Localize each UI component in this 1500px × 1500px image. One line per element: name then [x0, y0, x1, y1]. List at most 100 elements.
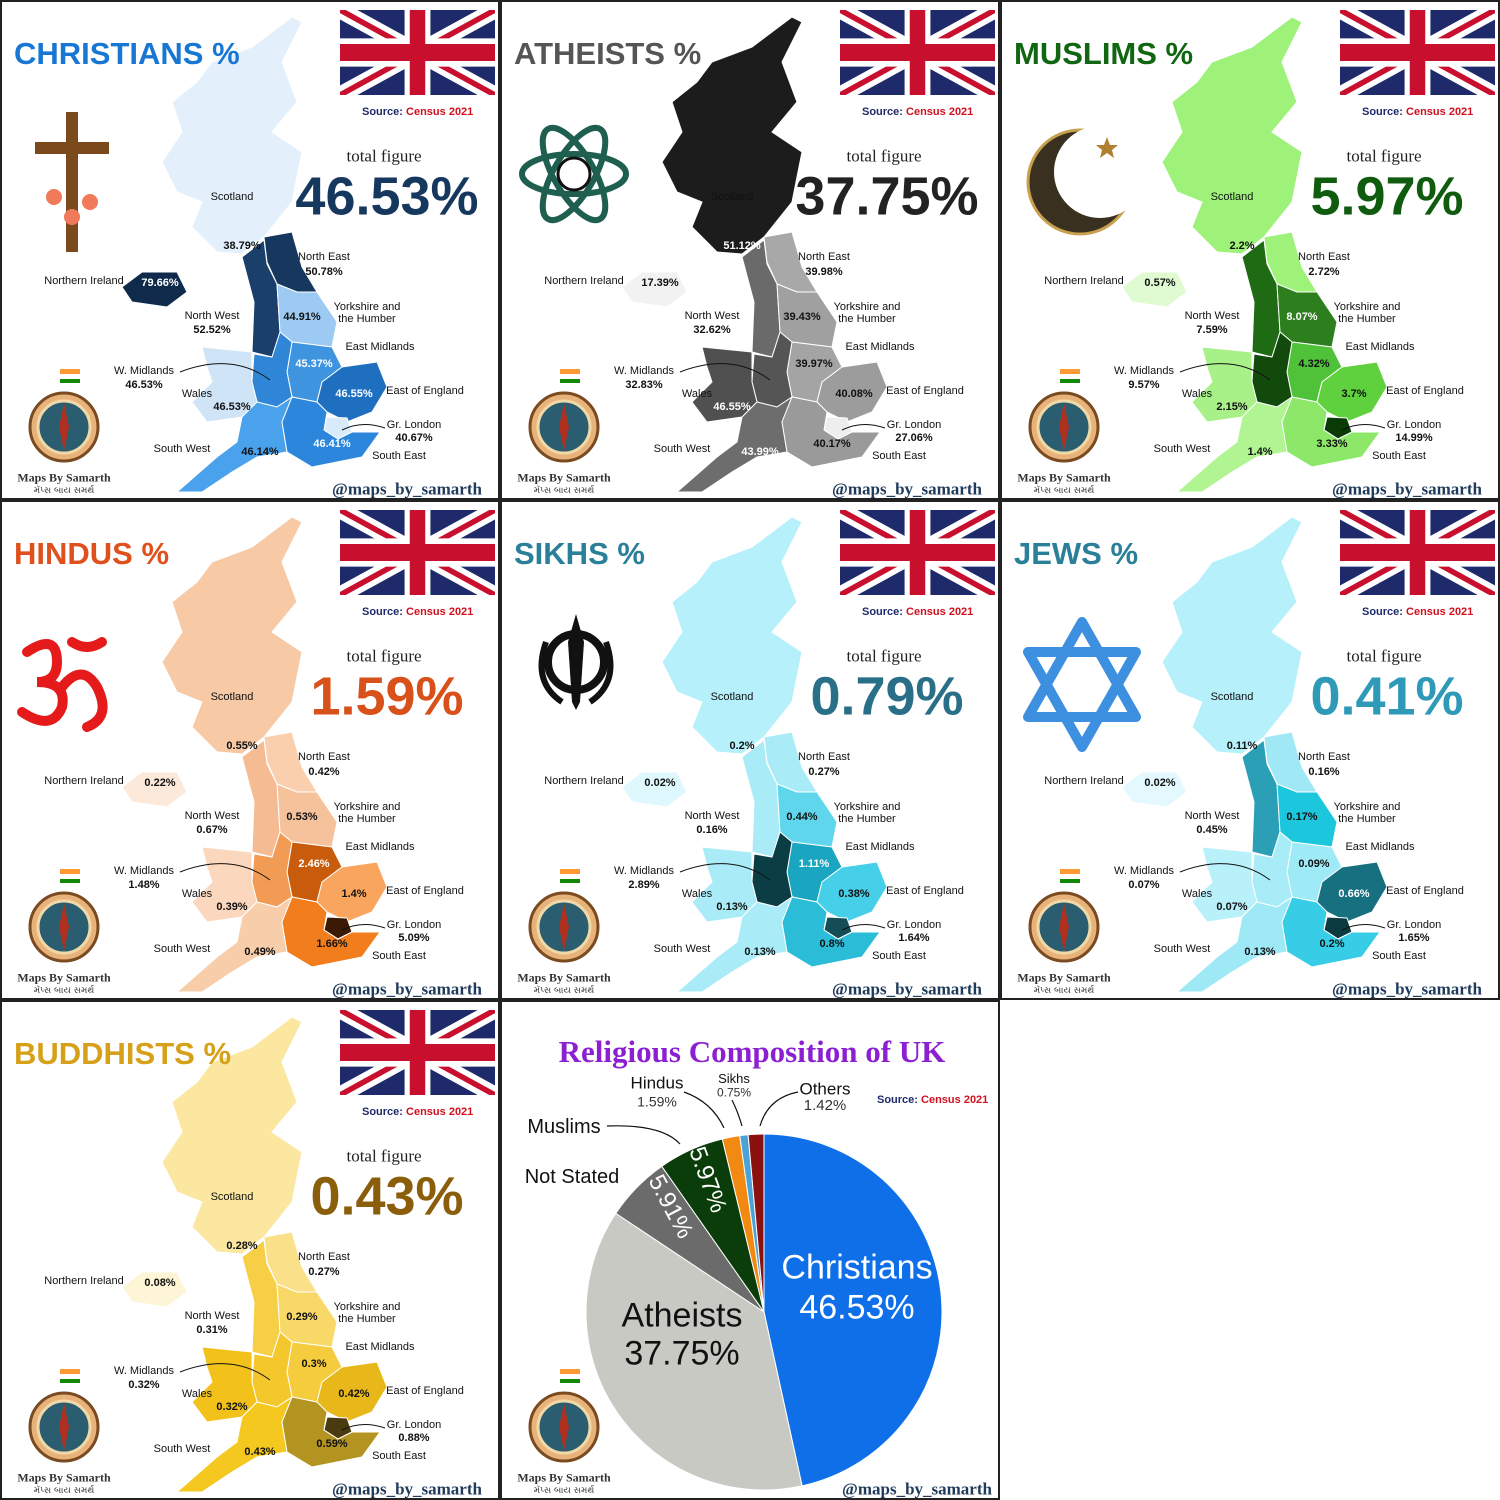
region-value: 0.32% [216, 1400, 248, 1413]
region [675, 395, 794, 493]
region-name: Northern Ireland [44, 1274, 124, 1287]
logo-flag-low [560, 379, 580, 383]
total-value: 0.79% [810, 666, 964, 727]
icon-atom-orbit [519, 151, 629, 197]
region-value: 46.14% [241, 445, 279, 458]
leader-arrow [1341, 424, 1386, 431]
icon-cross [66, 112, 78, 252]
region-value: 0.07% [1128, 878, 1160, 891]
union-flag [840, 10, 995, 95]
region [281, 896, 381, 968]
region-name: W. Midlands [114, 1364, 174, 1377]
leader-arrow [1179, 863, 1271, 881]
total-label: total figure [1346, 646, 1422, 666]
region-name: Gr. London [386, 918, 442, 931]
leader-arrow [679, 863, 771, 881]
region-name: South East [1372, 449, 1426, 462]
source-label: Source: [362, 105, 403, 118]
source-value: Census 2021 [1406, 105, 1474, 118]
panel-graphics [1026, 10, 1495, 493]
region-value: 0.09% [1298, 857, 1330, 870]
icon-cross-bar [35, 142, 109, 154]
brand: Maps By Samarth [517, 1470, 611, 1485]
slice-name: Christians [781, 1248, 933, 1287]
source: Source: Census 2021 [862, 606, 973, 618]
region-name: Gr. London [1386, 418, 1442, 431]
total-label: total figure [346, 1146, 422, 1166]
total-value: 0.41% [1310, 666, 1464, 727]
region [1175, 395, 1294, 493]
region-value: 46.41% [313, 437, 351, 450]
region-value: 0.27% [808, 765, 840, 778]
flag-cross-red [840, 10, 995, 95]
union-flag [340, 10, 495, 95]
region-name: Scotland [210, 690, 254, 703]
total-label: total figure [1346, 146, 1422, 166]
region-name: Wales [681, 887, 713, 900]
handle: @maps_by_samarth [332, 979, 482, 999]
total-label: total figure [846, 646, 922, 666]
region-value: 52.52% [193, 323, 231, 336]
region-name: South East [872, 949, 926, 962]
flag-cross-red [340, 510, 495, 595]
region-value: 1.11% [798, 857, 830, 870]
region-name: Northern Ireland [544, 774, 624, 787]
icon-flower [46, 189, 62, 205]
region-value: 0.28% [226, 1239, 258, 1252]
region-value: 0.16% [696, 823, 728, 836]
brand-local: મૅપ્સ બાય સમર્થ [33, 986, 95, 997]
leader-arrow [731, 1099, 743, 1127]
region-name: North East [298, 1250, 350, 1263]
brand: Maps By Samarth [517, 470, 611, 485]
region-value: 44.91% [283, 310, 321, 323]
region-value: 40.17% [813, 437, 851, 450]
region-name: W. Midlands [114, 364, 174, 377]
region [121, 771, 188, 808]
logo-flag-low [60, 379, 80, 383]
region-name: East Midlands [1345, 340, 1415, 353]
region-value: 39.97% [795, 357, 833, 370]
region-name: North West [1184, 809, 1240, 822]
region [175, 1395, 294, 1493]
slice-value: 1.59% [637, 1093, 677, 1110]
union-flag [340, 1010, 495, 1095]
region-name: North West [684, 809, 740, 822]
slice-name: Not Stated [524, 1166, 620, 1188]
region-value: 14.99% [1395, 431, 1433, 444]
region-value: 45.37% [295, 357, 333, 370]
leader-arrow [341, 1424, 386, 1431]
union-flag [1340, 10, 1495, 95]
source-label: Source: [862, 605, 903, 618]
brand-local: મૅપ્સ બાય સમર્થ [33, 1486, 95, 1497]
brand-local: મૅપ્સ બાય સમર્થ [533, 1486, 595, 1497]
region-value: 0.44% [786, 810, 818, 823]
region-value: 17.39% [641, 276, 679, 289]
region [781, 896, 881, 968]
region-name: East Midlands [845, 840, 915, 853]
leader-arrow [606, 1125, 681, 1145]
region-name: East of England [1386, 884, 1464, 897]
region-value: 0.55% [226, 739, 258, 752]
panel: MUSLIMS % Source: Census 2021 total figure… [1000, 0, 1500, 500]
region-value: 0.38% [838, 887, 870, 900]
region [1175, 895, 1294, 993]
region-name: South West [153, 1442, 211, 1455]
region-name: Northern Ireland [544, 274, 624, 287]
leader-arrow [841, 424, 886, 431]
region-value: 0.39% [216, 900, 248, 913]
brand-local: મૅપ્સ બાય સમર્થ [1033, 486, 1095, 497]
region-value: 0.13% [744, 945, 776, 958]
leader-arrow [341, 424, 386, 431]
region-value: 3.33% [1316, 437, 1348, 450]
source-value: Census 2021 [406, 605, 474, 618]
region-name: South West [1153, 942, 1211, 955]
slice-value: 46.53% [799, 1288, 915, 1327]
region-name: Yorkshire and the Humber [333, 800, 401, 825]
region [161, 1016, 303, 1255]
total-value: 5.97% [1310, 166, 1464, 227]
region-name: East Midlands [345, 840, 415, 853]
region-value: 0.42% [308, 765, 340, 778]
icon-star [1096, 137, 1118, 158]
brand-local: મૅપ્સ બાય સમર્થ [533, 986, 595, 997]
region-name: Gr. London [886, 418, 942, 431]
